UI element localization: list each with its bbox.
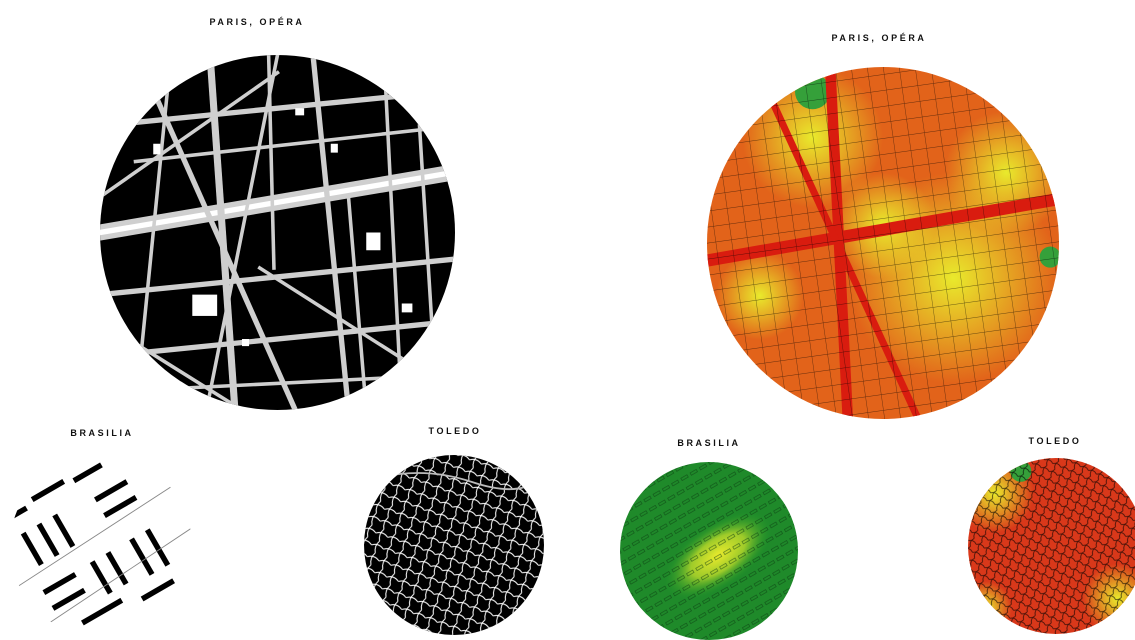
paris-figure-ground-title: PARIS, OPÉRA xyxy=(209,17,305,27)
paris-heatmap-map xyxy=(707,67,1059,419)
toledo-figure-ground-map xyxy=(364,455,544,635)
toledo-heatmap-title: TOLEDO xyxy=(1028,436,1082,446)
brasilia-heatmap-map xyxy=(620,462,798,640)
paris-figure-ground-map xyxy=(100,55,455,410)
toledo-heatmap-map xyxy=(968,458,1135,634)
paris-heatmap-title: PARIS, OPÉRA xyxy=(831,33,927,43)
brasilia-figure-ground-title: BRASILIA xyxy=(70,428,134,438)
brasilia-figure-ground-map xyxy=(10,455,192,637)
brasilia-heatmap-title: BRASILIA xyxy=(677,438,741,448)
toledo-figure-ground-title: TOLEDO xyxy=(428,426,482,436)
